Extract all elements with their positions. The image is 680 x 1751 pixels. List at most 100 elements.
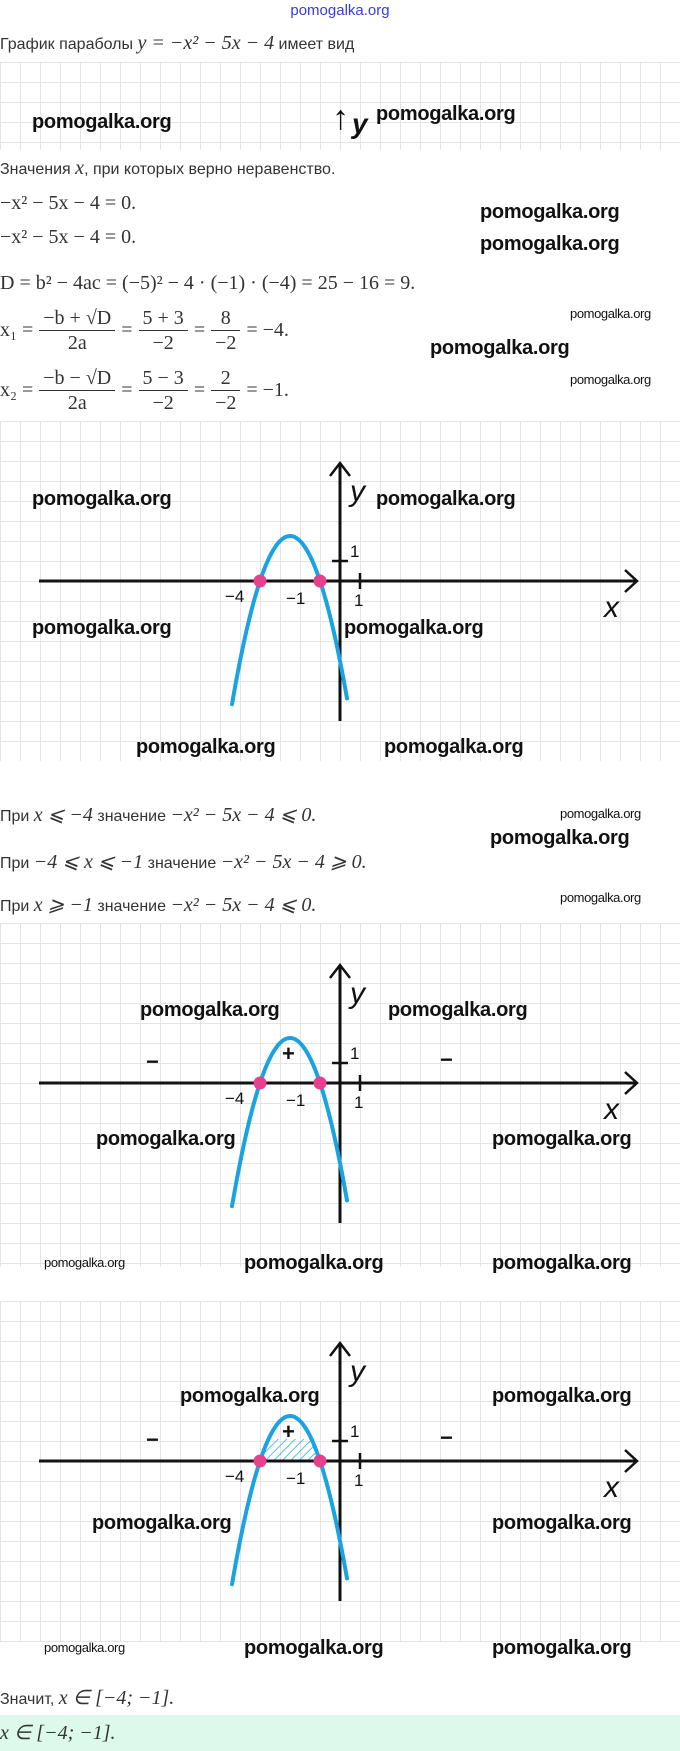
denominator: 2a	[39, 330, 116, 355]
tick-label-neg1: −1	[286, 1091, 305, 1110]
equals: =	[121, 319, 133, 341]
graph-2: −4 −1 1 1 x y − + − pomogalka.org pomogalka.org …	[0, 923, 680, 1274]
watermark: pomogalka.org	[92, 1512, 232, 1534]
sign-label: +	[282, 1419, 295, 1444]
root-point	[253, 1454, 267, 1468]
y-axis-arrow-icon	[329, 460, 351, 477]
fraction: 2 −2	[211, 366, 241, 415]
watermark: pomogalka.org	[32, 111, 172, 133]
condition-mid: значение	[143, 855, 221, 872]
parabola-curve	[230, 1414, 349, 1587]
parabola-graph-signs: −4 −1 1 1 x y − + −	[39, 962, 639, 1223]
sign-label: −	[146, 1427, 159, 1452]
tick-label-y1: 1	[350, 1044, 359, 1063]
y-axis-label: y	[352, 108, 368, 139]
fraction: 5 − 3 −2	[138, 366, 188, 415]
x-axis-label: x	[602, 1471, 620, 1504]
watermark: pomogalka.org	[96, 1128, 236, 1150]
x-axis-arrow-icon	[624, 1071, 639, 1095]
watermark: pomogalka.org	[244, 1252, 384, 1274]
watermark: pomogalka.org	[244, 1637, 384, 1659]
root-point	[313, 1454, 327, 1468]
values-line: Значения x, при которых верно неравенств…	[0, 155, 335, 181]
x-axis-arrow-icon	[624, 569, 639, 593]
denominator: −2	[211, 330, 241, 355]
watermark: pomogalka.org	[560, 890, 641, 905]
parabola-curve	[230, 1036, 349, 1209]
intro-line: График параболы y = −x² − 5x − 4 имеет в…	[0, 30, 354, 56]
discriminant: D = b² − 4ac = (−5)² − 4 · (−1) · (−4) =…	[0, 272, 416, 294]
numerator: −b − √D	[43, 367, 112, 389]
watermark: pomogalka.org	[388, 999, 528, 1021]
condition-expr: −x² − 5x − 4 ⩽ 0.	[170, 804, 317, 826]
answer-box: x ∈ [−4; −1].	[0, 1715, 680, 1751]
denominator: −2	[138, 330, 188, 355]
values-text: Значения	[0, 161, 76, 178]
fraction: 8 −2	[211, 306, 241, 355]
numerator: 2	[220, 367, 231, 389]
numerator: 5 + 3	[142, 307, 184, 329]
tick-label-neg4: −4	[225, 587, 244, 606]
tick-label-y1: 1	[350, 1422, 359, 1441]
sign-label: −	[440, 1047, 453, 1072]
condition-prefix: При	[0, 808, 34, 825]
tick-label-neg4: −4	[225, 1089, 244, 1108]
watermark: pomogalka.org	[492, 1252, 632, 1274]
watermark: pomogalka.org	[570, 306, 651, 321]
parabola-graph-shaded: −4 −1 1 1 x y − + −	[39, 1340, 639, 1601]
condition-mid: значение	[92, 898, 171, 915]
equation-2: −x² − 5x − 4 = 0.	[0, 226, 137, 248]
x-axis-label: x	[602, 591, 620, 624]
equation-1: −x² − 5x − 4 = 0.	[0, 192, 137, 214]
numerator: 5 − 3	[142, 367, 184, 389]
y-axis-label: y	[348, 1355, 367, 1388]
watermark: pomogalka.org	[344, 617, 484, 639]
y-axis-label: y	[348, 475, 367, 508]
graph-1: −4 −1 1 1 x y pomogalka.org pomogalka.org pom…	[0, 421, 680, 761]
x-axis-label: x	[602, 1093, 620, 1126]
root-point	[313, 574, 327, 588]
graph-3: −4 −1 1 1 x y − + − pomogalka.org pomogalka.org …	[0, 1301, 680, 1659]
answer-text: x ∈ [−4; −1].	[0, 1722, 116, 1744]
numerator: 8	[220, 307, 231, 329]
parabola-curve	[230, 534, 349, 707]
denominator: 2a	[39, 390, 116, 415]
root-point	[313, 1076, 327, 1090]
root-2: x₂ = −b − √D 2a = 5 − 3 −2 = 2 −2 = −1.	[0, 366, 289, 415]
root-point	[253, 1076, 267, 1090]
watermark: pomogalka.org	[384, 736, 524, 758]
conclusion-line: Значит, x ∈ [−4; −1].	[0, 1685, 174, 1711]
condition-expr: −x² − 5x − 4 ⩾ 0.	[220, 851, 367, 873]
tick-label-y1: 1	[350, 542, 359, 561]
watermark: pomogalka.org	[492, 1637, 632, 1659]
sign-label: +	[282, 1041, 295, 1066]
root-lhs: x₁ =	[0, 319, 34, 341]
condition-3: При x ⩾ −1 значение −x² − 5x − 4 ⩽ 0.	[0, 892, 316, 918]
values-suffix: , при которых верно неравенство.	[84, 161, 336, 178]
watermark: pomogalka.org	[376, 488, 516, 510]
watermark: pomogalka.org	[32, 617, 172, 639]
variable: x	[75, 157, 85, 179]
y-axis-arrow-icon	[329, 1340, 351, 1357]
intro-suffix: имеет вид	[274, 36, 355, 53]
y-axis-arrow-icon	[329, 962, 351, 979]
conclusion-text: Значит,	[0, 1691, 59, 1708]
watermark: pomogalka.org	[492, 1128, 632, 1150]
condition-2: При −4 ⩽ x ⩽ −1 значение −x² − 5x − 4 ⩾ …	[0, 849, 367, 875]
equals: =	[121, 379, 133, 401]
site-link[interactable]: pomogalka.org	[290, 2, 390, 19]
sign-label: −	[146, 1049, 159, 1074]
root-result: = −4.	[246, 319, 289, 341]
fraction: −b + √D 2a	[39, 306, 116, 355]
condition-expr: −x² − 5x − 4 ⩽ 0.	[170, 894, 317, 916]
parabola-graph: −4 −1 1 1 x y	[39, 460, 639, 721]
watermark: pomogalka.org	[32, 488, 172, 510]
shaded-region	[260, 1439, 320, 1461]
y-axis-arrow-icon: ↑	[332, 99, 349, 137]
tick-label-neg1: −1	[286, 1469, 305, 1488]
graph-strip: pomogalka.org ↑ y pomogalka.org	[0, 62, 680, 150]
fraction: −b − √D 2a	[39, 366, 116, 415]
equals: =	[193, 319, 206, 341]
condition-prefix: При	[0, 898, 34, 915]
conclusion-formula: x ∈ [−4; −1].	[58, 1687, 175, 1709]
